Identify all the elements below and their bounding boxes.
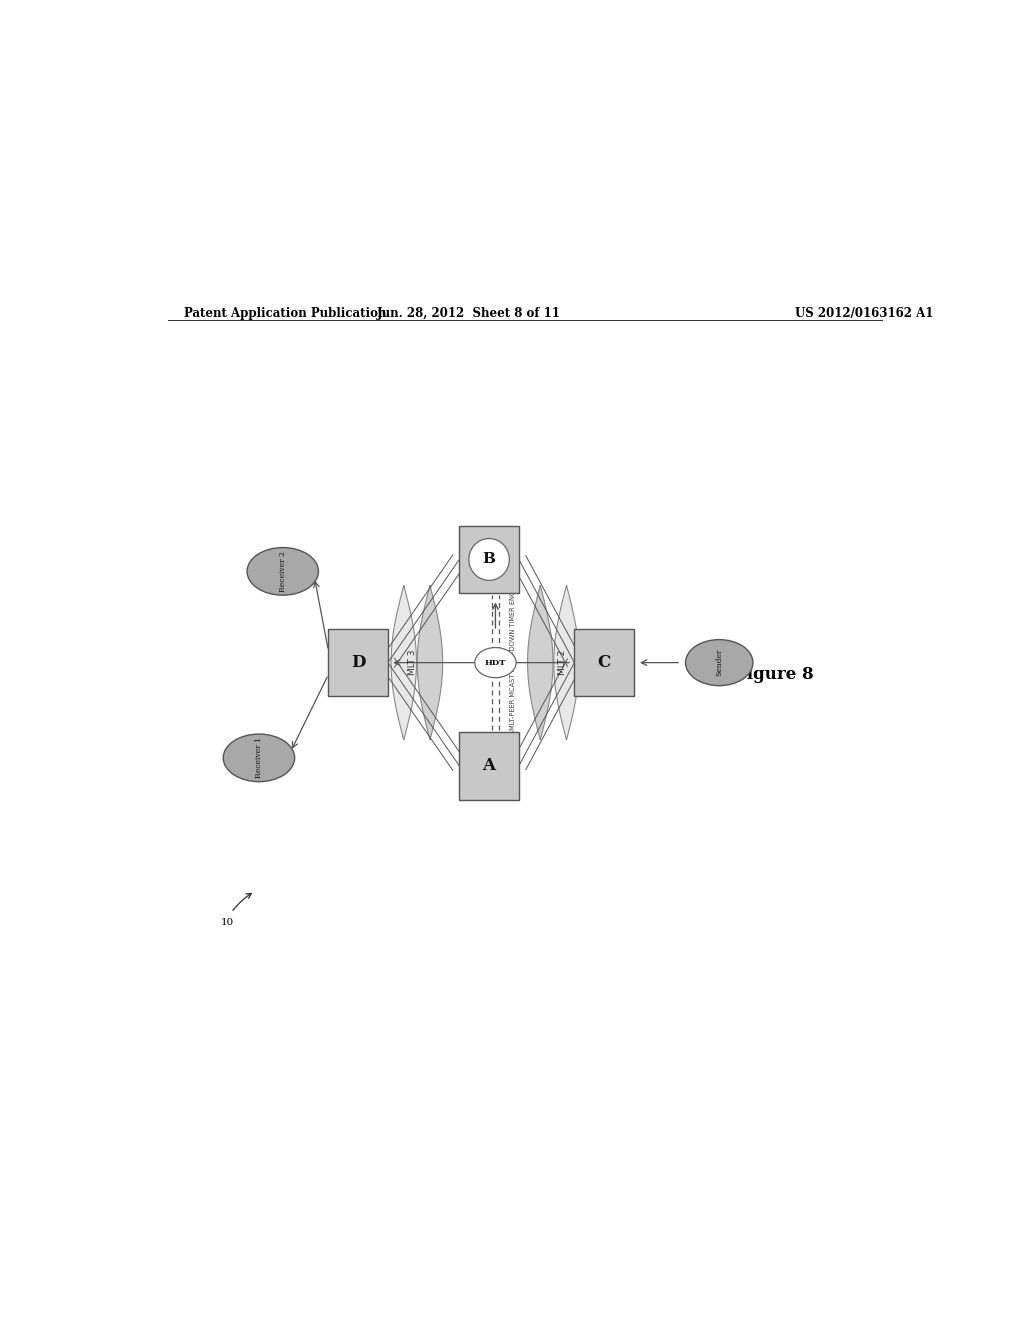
FancyBboxPatch shape <box>329 628 388 697</box>
Text: 10: 10 <box>220 919 233 928</box>
Text: Patent Application Publication: Patent Application Publication <box>183 308 386 319</box>
Ellipse shape <box>223 734 295 781</box>
Polygon shape <box>417 585 442 741</box>
Text: Receiver 2: Receiver 2 <box>279 550 287 591</box>
Text: HDT: HDT <box>484 659 506 667</box>
Ellipse shape <box>247 548 318 595</box>
Text: Sender: Sender <box>715 649 723 676</box>
Text: US 2012/0163162 A1: US 2012/0163162 A1 <box>795 308 933 319</box>
Text: MLT 2: MLT 2 <box>558 649 567 676</box>
Text: D: D <box>351 655 366 671</box>
FancyBboxPatch shape <box>460 525 519 593</box>
Text: Jun. 28, 2012  Sheet 8 of 11: Jun. 28, 2012 Sheet 8 of 11 <box>377 308 561 319</box>
Polygon shape <box>391 585 417 741</box>
FancyBboxPatch shape <box>460 733 519 800</box>
Polygon shape <box>554 585 580 741</box>
Polygon shape <box>527 585 553 741</box>
Text: A: A <box>482 758 496 775</box>
Text: MLT 3: MLT 3 <box>408 649 417 676</box>
Text: B: B <box>482 553 496 566</box>
Ellipse shape <box>469 539 509 581</box>
Text: SMLT-PEER MCAST HOLD-DOWN TIMER ENG ACK: SMLT-PEER MCAST HOLD-DOWN TIMER ENG ACK <box>510 576 516 734</box>
Text: C: C <box>598 655 610 671</box>
Ellipse shape <box>475 648 516 677</box>
Text: Figure 8: Figure 8 <box>735 667 814 682</box>
Text: Receiver 1: Receiver 1 <box>255 738 263 779</box>
Ellipse shape <box>685 640 753 685</box>
FancyBboxPatch shape <box>574 628 634 697</box>
